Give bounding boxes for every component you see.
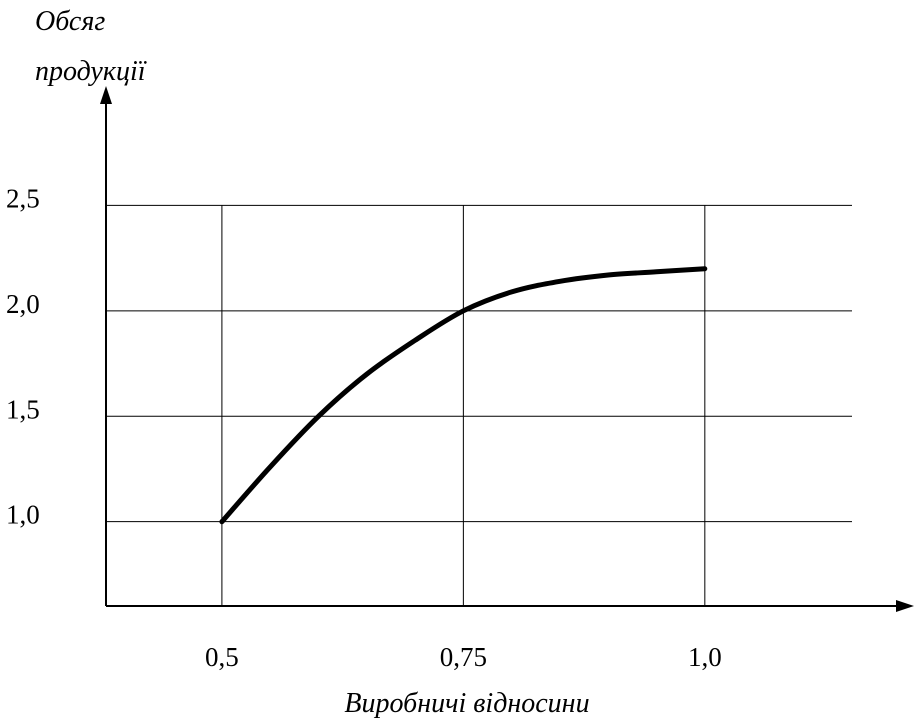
y-axis-title-line1: Обсяг <box>35 6 105 37</box>
y-tick-label: 2,0 <box>6 289 40 319</box>
x-axis-arrow <box>896 600 914 612</box>
y-tick-label: 2,5 <box>6 183 40 213</box>
y-tick-label: 1,0 <box>6 500 40 530</box>
x-tick-label: 0,75 <box>440 642 487 672</box>
y-axis-arrow <box>100 86 112 104</box>
grid-lines <box>106 204 852 606</box>
series-line <box>219 266 708 525</box>
y-axis-title-line2: продукції <box>35 56 147 87</box>
x-tick-label: 1,0 <box>688 642 722 672</box>
tick-labels: 1,0 1,5 2,0 2,5 0,5 0,75 1,0 <box>6 183 722 672</box>
axes <box>100 86 914 612</box>
x-axis-title: Виробничі відносини <box>344 688 589 719</box>
x-tick-label: 0,5 <box>205 642 239 672</box>
y-tick-label: 1,5 <box>6 394 40 424</box>
